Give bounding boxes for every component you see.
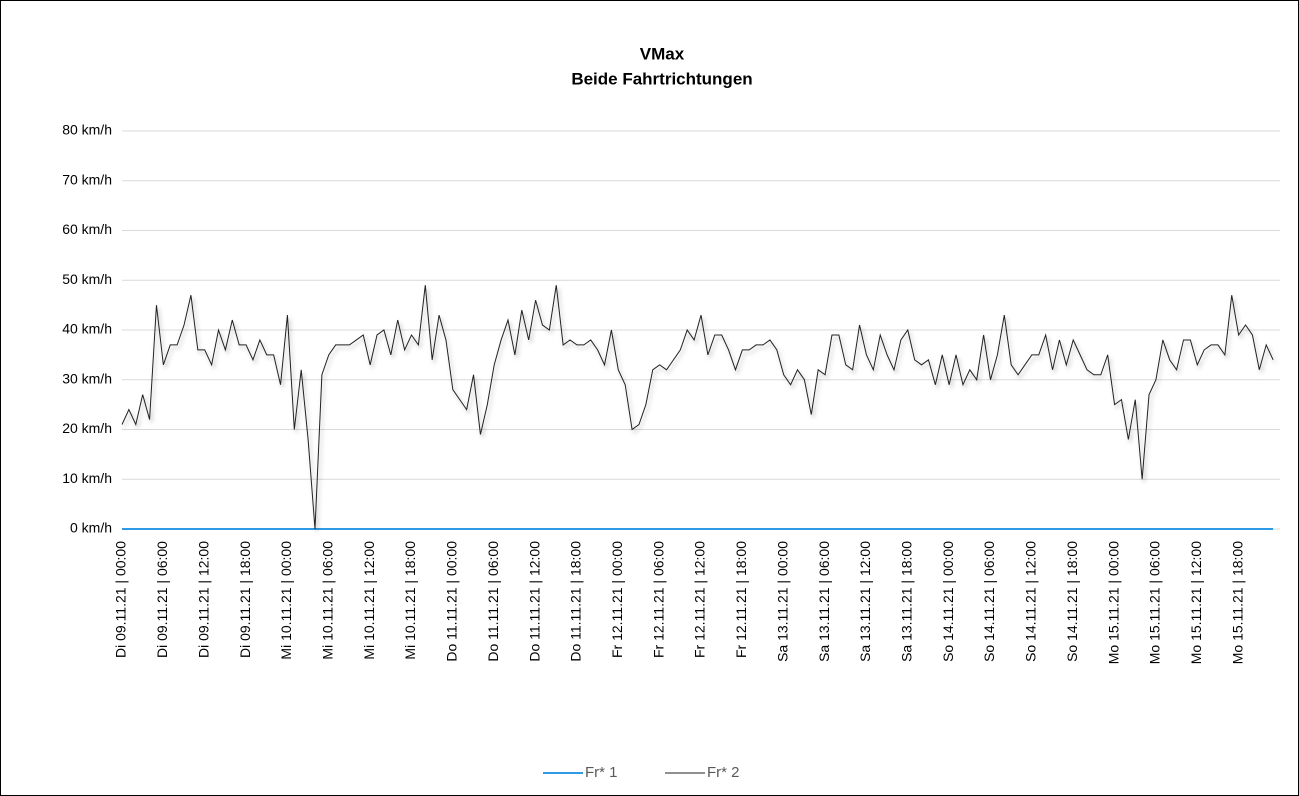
x-tick-label: So 14.11.21 | 18:00 <box>1064 541 1080 662</box>
chart-subtitle: Beide Fahrtrichtungen <box>571 69 752 88</box>
y-tick-label: 10 km/h <box>62 470 112 486</box>
x-tick-label: Do 11.11.21 | 00:00 <box>444 541 460 662</box>
x-tick-label: Do 11.11.21 | 18:00 <box>568 541 584 662</box>
x-tick-label: So 14.11.21 | 12:00 <box>1023 541 1039 662</box>
y-tick-label: 40 km/h <box>62 321 112 337</box>
x-tick-label: Mi 10.11.21 | 06:00 <box>319 541 335 660</box>
x-tick-label: Do 11.11.21 | 12:00 <box>526 541 542 662</box>
x-tick-label: Di 09.11.21 | 12:00 <box>195 541 211 658</box>
x-tick-label: Mo 15.11.21 | 12:00 <box>1188 541 1204 664</box>
y-tick-label: 70 km/h <box>62 171 112 187</box>
x-tick-label: So 14.11.21 | 00:00 <box>940 541 956 662</box>
legend-label: Fr* 2 <box>707 764 740 781</box>
x-tick-label: Mo 15.11.21 | 18:00 <box>1229 541 1245 664</box>
x-tick-label: Mi 10.11.21 | 12:00 <box>361 541 377 660</box>
chart-title: VMax <box>640 44 685 63</box>
x-tick-label: Do 11.11.21 | 06:00 <box>485 541 501 662</box>
y-tick-label: 0 km/h <box>70 520 112 536</box>
x-tick-label: Sa 13.11.21 | 18:00 <box>898 541 914 662</box>
x-tick-label: Sa 13.11.21 | 00:00 <box>774 541 790 662</box>
x-tick-label: Mi 10.11.21 | 00:00 <box>278 541 294 660</box>
x-tick-label: Mo 15.11.21 | 00:00 <box>1105 541 1121 664</box>
y-tick-label: 20 km/h <box>62 420 112 436</box>
y-tick-label: 60 km/h <box>62 221 112 237</box>
x-tick-label: Mi 10.11.21 | 18:00 <box>402 541 418 660</box>
x-tick-label: Di 09.11.21 | 00:00 <box>113 541 129 658</box>
x-tick-label: Fr 12.11.21 | 18:00 <box>733 541 749 658</box>
y-tick-label: 80 km/h <box>62 122 112 138</box>
y-tick-label: 50 km/h <box>62 271 112 287</box>
x-tick-label: Mo 15.11.21 | 06:00 <box>1147 541 1163 664</box>
x-tick-label: Fr 12.11.21 | 12:00 <box>692 541 708 658</box>
x-tick-label: Fr 12.11.21 | 06:00 <box>650 541 666 658</box>
x-tick-label: Di 09.11.21 | 18:00 <box>237 541 253 658</box>
x-tick-label: Fr 12.11.21 | 00:00 <box>609 541 625 658</box>
x-tick-label: Di 09.11.21 | 06:00 <box>154 541 170 658</box>
series-line <box>121 285 1274 530</box>
x-tick-label: Sa 13.11.21 | 12:00 <box>857 541 873 662</box>
legend-label: Fr* 1 <box>585 764 618 781</box>
x-tick-label: Sa 13.11.21 | 06:00 <box>816 541 832 662</box>
x-tick-label: So 14.11.21 | 06:00 <box>981 541 997 662</box>
y-tick-label: 30 km/h <box>62 370 112 386</box>
